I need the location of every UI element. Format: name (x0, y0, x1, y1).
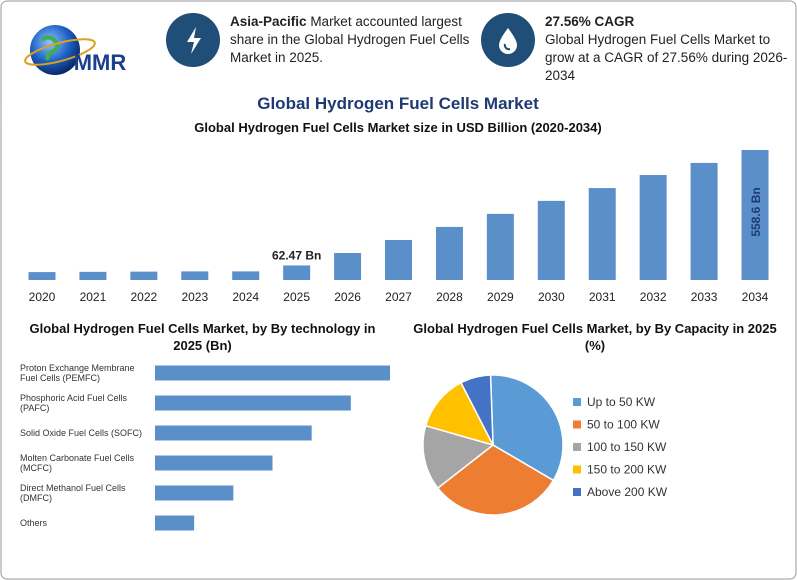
x-tick-label: 2020 (29, 290, 56, 304)
legend-label: Up to 50 KW (587, 395, 656, 409)
bar (155, 515, 195, 531)
x-tick-label: 2022 (131, 290, 158, 304)
category-label: Solid Oxide Fuel Cells (SOFC) (20, 428, 143, 438)
bar (155, 485, 234, 501)
bar (130, 271, 158, 280)
logo-text: MMR (74, 50, 127, 75)
bar (155, 365, 390, 381)
bar (28, 272, 56, 280)
legend-swatch (573, 443, 581, 451)
info-box-2: 27.56% CAGR Global Hydrogen Fuel Cells Ma… (545, 13, 790, 88)
legend-swatch (573, 465, 581, 474)
bar (283, 265, 311, 280)
x-tick-label: 2031 (589, 290, 616, 304)
chart-title: Global Hydrogen Fuel Cells Market (257, 94, 539, 113)
category-label-box: Others (20, 518, 48, 528)
category-label-box: Solid Oxide Fuel Cells (SOFC) (20, 428, 143, 438)
info-text-1: Asia-Pacific Market accounted largest sh… (230, 13, 480, 75)
x-tick-label: 2027 (385, 290, 412, 304)
legend-swatch (573, 398, 581, 406)
bar (639, 175, 667, 280)
x-tick-label: 2026 (334, 290, 361, 304)
x-tick-label: 2021 (80, 290, 107, 304)
bar (385, 239, 413, 280)
pie-slice (459, 374, 494, 446)
category-label-box: Molten Carbonate Fuel Cells (MCFC) (20, 453, 135, 473)
x-tick-label: 2030 (538, 290, 565, 304)
category-label: Phosphoric Acid Fuel Cells (PAFC) (20, 393, 128, 413)
info-highlight: 27.56% CAGR (545, 14, 635, 29)
info-body: Market accounted largest share in the Gl… (230, 14, 470, 65)
logo-orbit (24, 38, 96, 66)
category-label-box: Direct Methanol Fuel Cells (DMFC) (20, 483, 126, 503)
legend-label: 150 to 200 KW (587, 463, 667, 477)
info-text-2: 27.56% CAGR Global Hydrogen Fuel Cells Ma… (545, 13, 790, 88)
chart-title-box: Global Hydrogen Fuel Cells Market, by By… (413, 321, 777, 353)
legend-swatch (573, 420, 581, 429)
legend-label: Above 200 KW (587, 485, 668, 499)
chart-subtitle: Global Hydrogen Fuel Cells Market size i… (194, 120, 601, 135)
x-tick-label: 2025 (283, 290, 310, 304)
chart-title: Global Hydrogen Fuel Cells Market, by By… (413, 321, 777, 353)
x-tick-label: 2028 (436, 290, 463, 304)
legend-label: 100 to 150 KW (587, 440, 667, 454)
x-tick-label: 2032 (640, 290, 667, 304)
bar (741, 150, 769, 280)
legend-label: 50 to 100 KW (587, 418, 660, 432)
x-tick-label: 2024 (232, 290, 259, 304)
info-icon-1 (166, 13, 220, 67)
bar (79, 271, 107, 280)
legend-swatch (573, 488, 581, 496)
x-tick-label: 2033 (691, 290, 718, 304)
info-highlight: Asia-Pacific (230, 14, 307, 29)
chart-title: Global Hydrogen Fuel Cells Market, by By… (29, 321, 376, 353)
logo: MMR (24, 25, 127, 75)
info-icon-2 (481, 13, 535, 67)
bar (537, 200, 565, 280)
x-tick-label: 2023 (181, 290, 208, 304)
bar (181, 271, 209, 280)
bar (155, 425, 312, 441)
category-label: Others (20, 518, 48, 528)
pie-slice (424, 381, 495, 447)
bar (232, 271, 260, 280)
info-body: Global Hydrogen Fuel Cells Market to gro… (545, 32, 788, 83)
value-label: 62.47 Bn (272, 248, 321, 262)
category-label-box: Phosphoric Acid Fuel Cells (PAFC) (20, 393, 128, 413)
category-label: Proton Exchange Membrane Fuel Cells (PEM… (20, 363, 135, 383)
category-label-box: Proton Exchange Membrane Fuel Cells (PEM… (20, 363, 135, 383)
bar (690, 162, 718, 280)
bar (588, 188, 616, 280)
pie-slice (422, 424, 495, 490)
pie-slice (436, 444, 555, 516)
value-label: 558.6 Bn (749, 187, 763, 236)
info-box-1: Asia-Pacific Market accounted largest sh… (230, 13, 480, 75)
x-tick-label: 2029 (487, 290, 514, 304)
bar (155, 395, 351, 411)
category-label: Molten Carbonate Fuel Cells (MCFC) (20, 453, 135, 473)
bar (334, 253, 362, 280)
bar (155, 455, 273, 471)
category-label: Direct Methanol Fuel Cells (DMFC) (20, 483, 126, 503)
chart-title-box: Global Hydrogen Fuel Cells Market, by By… (29, 321, 376, 353)
bar (435, 226, 463, 280)
logo-land (40, 35, 60, 61)
bar (486, 213, 514, 280)
x-tick-label: 2034 (742, 290, 769, 304)
